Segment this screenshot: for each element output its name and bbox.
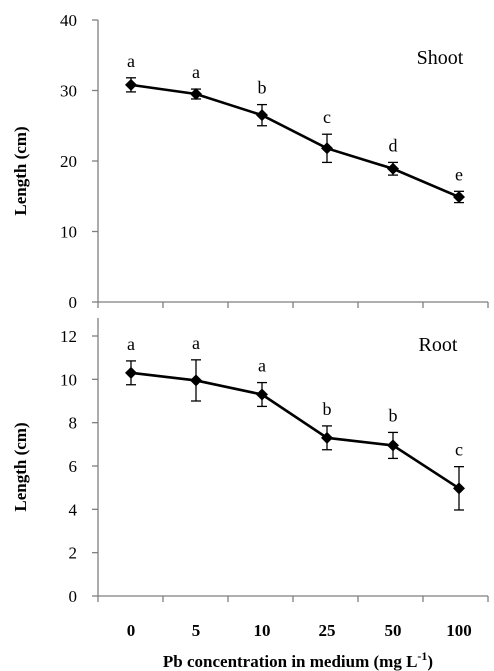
root-significance-letter: a	[192, 333, 200, 353]
root-y-tick-label: 4	[69, 500, 78, 519]
shoot-y-tick-label: 30	[60, 82, 77, 101]
shoot-y-tick-label: 20	[60, 152, 77, 171]
root-y-tick-label: 6	[69, 457, 78, 476]
shoot-significance-letter: d	[389, 135, 398, 155]
root-data-point	[125, 366, 137, 379]
shoot-data-point	[453, 190, 465, 203]
root-y-axis-label: Length (cm)	[11, 422, 30, 511]
shoot-significance-letter: e	[455, 164, 463, 184]
root-panel-title: Root	[419, 334, 458, 356]
shoot-panel: 0 10 20 30 40 Length (cm) Shoot a a b c d e	[11, 11, 489, 312]
x-category-label: 5	[192, 621, 201, 640]
x-category-label: 0	[127, 621, 136, 640]
root-significance-letter: a	[258, 356, 266, 376]
root-significance-letter: b	[323, 399, 332, 419]
shoot-y-tick-label: 40	[60, 11, 77, 30]
root-significance-letter: c	[455, 440, 463, 460]
root-panel: 0 2 4 6 8 10 12 Length (cm) Root a a a b b c 0 5 10 25 50 10…	[11, 318, 489, 640]
x-category-label: 10	[254, 621, 271, 640]
shoot-y-tick-label: 0	[69, 293, 78, 312]
x-category-label: 100	[446, 621, 472, 640]
root-data-point	[453, 482, 465, 495]
shoot-significance-letter: c	[323, 107, 331, 127]
shoot-panel-title: Shoot	[417, 47, 464, 69]
root-significance-letter: b	[389, 405, 398, 425]
root-y-tick-label: 2	[69, 544, 78, 563]
shoot-significance-letter: a	[127, 51, 135, 71]
root-y-tick-label: 0	[69, 587, 78, 606]
shoot-y-tick-label: 10	[60, 223, 77, 242]
root-y-tick-label: 10	[60, 370, 77, 389]
shoot-significance-letter: a	[192, 62, 200, 82]
root-series-line	[130, 371, 460, 490]
root-y-tick-label: 12	[60, 327, 77, 346]
shoot-y-axis-label: Length (cm)	[11, 126, 30, 215]
root-data-point	[321, 431, 333, 444]
shoot-significance-letter: b	[258, 78, 267, 98]
shoot-data-point	[387, 162, 399, 175]
shoot-series-line	[130, 83, 460, 199]
shoot-data-point	[125, 78, 137, 91]
root-significance-letter: a	[127, 334, 135, 354]
shoot-data-point	[321, 142, 333, 155]
root-y-tick-label: 8	[69, 414, 78, 433]
x-axis-label: Pb concentration in medium (mg L-1)	[163, 649, 433, 671]
root-data-point	[387, 439, 399, 452]
x-category-label: 25	[319, 621, 336, 640]
root-data-point	[190, 374, 202, 387]
shoot-data-point	[256, 109, 268, 122]
shoot-data-point	[190, 88, 202, 101]
root-data-point	[256, 388, 268, 401]
x-category-label: 50	[385, 621, 402, 640]
